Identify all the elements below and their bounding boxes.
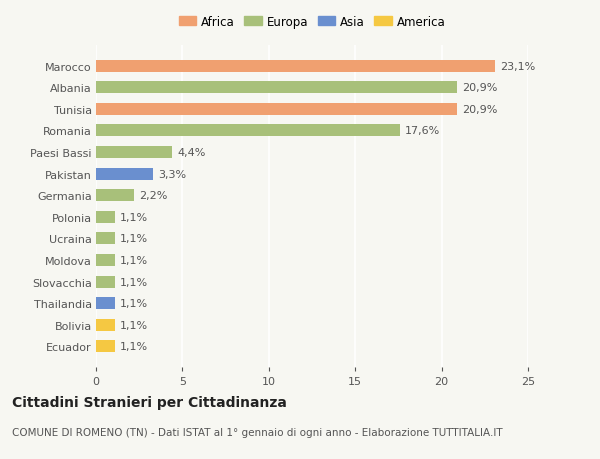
Bar [96,168,153,180]
Bar [96,341,115,353]
Text: 1,1%: 1,1% [120,234,148,244]
Text: 20,9%: 20,9% [463,83,498,93]
Text: 1,1%: 1,1% [120,298,148,308]
Bar [96,276,115,288]
Text: 1,1%: 1,1% [120,256,148,265]
Text: 17,6%: 17,6% [406,126,440,136]
Bar [96,254,115,266]
Text: 23,1%: 23,1% [500,62,536,72]
Bar [96,125,400,137]
Bar [96,82,457,94]
Text: COMUNE DI ROMENO (TN) - Dati ISTAT al 1° gennaio di ogni anno - Elaborazione TUT: COMUNE DI ROMENO (TN) - Dati ISTAT al 1°… [12,427,503,437]
Text: 1,1%: 1,1% [120,213,148,222]
Bar [96,104,457,116]
Text: 1,1%: 1,1% [120,341,148,352]
Bar [96,233,115,245]
Text: 3,3%: 3,3% [158,169,187,179]
Text: 2,2%: 2,2% [139,191,167,201]
Text: 20,9%: 20,9% [463,105,498,115]
Text: Cittadini Stranieri per Cittadinanza: Cittadini Stranieri per Cittadinanza [12,395,287,409]
Bar [96,212,115,223]
Bar [96,190,134,202]
Legend: Africa, Europa, Asia, America: Africa, Europa, Asia, America [176,13,448,31]
Text: 1,1%: 1,1% [120,277,148,287]
Bar [96,147,172,159]
Bar [96,61,495,73]
Text: 4,4%: 4,4% [177,148,206,157]
Text: 1,1%: 1,1% [120,320,148,330]
Bar [96,297,115,309]
Bar [96,319,115,331]
